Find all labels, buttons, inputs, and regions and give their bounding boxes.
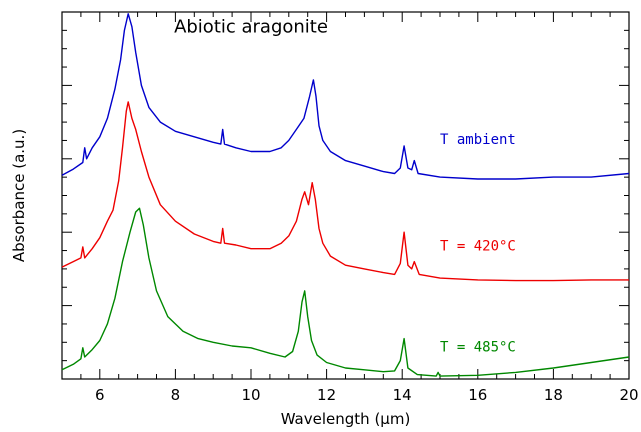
x-tick-label: 16 — [468, 386, 487, 404]
series-line-2 — [61, 207, 630, 377]
series-line-1 — [61, 101, 629, 282]
series-label-2: T = 485°C — [440, 339, 516, 355]
x-tick-label: 8 — [171, 386, 181, 404]
y-axis-label: Absorbance (a.u.) — [10, 129, 28, 262]
x-tick-label: 20 — [619, 386, 638, 404]
series-label-0: T ambient — [440, 132, 516, 148]
x-tick-label: 10 — [241, 386, 260, 404]
x-tick-label: 12 — [317, 386, 336, 404]
x-axis-label: Wavelength (µm) — [281, 410, 411, 428]
x-tick-labels: 6 8 10 12 14 16 18 20 — [95, 386, 639, 404]
series-label-1: T = 420°C — [440, 239, 516, 255]
x-tick-label: 14 — [393, 386, 412, 404]
axis-ticks — [61, 11, 630, 380]
series-lines — [61, 13, 630, 377]
plot-frame — [61, 11, 630, 380]
plot-border — [61, 11, 630, 380]
x-tick-label: 6 — [95, 386, 105, 404]
series-labels: T ambient T = 420°C T = 485°C — [440, 132, 516, 355]
series-line-0 — [61, 13, 630, 180]
chart-title: Abiotic aragonite — [174, 17, 328, 38]
x-tick-label: 18 — [544, 386, 563, 404]
